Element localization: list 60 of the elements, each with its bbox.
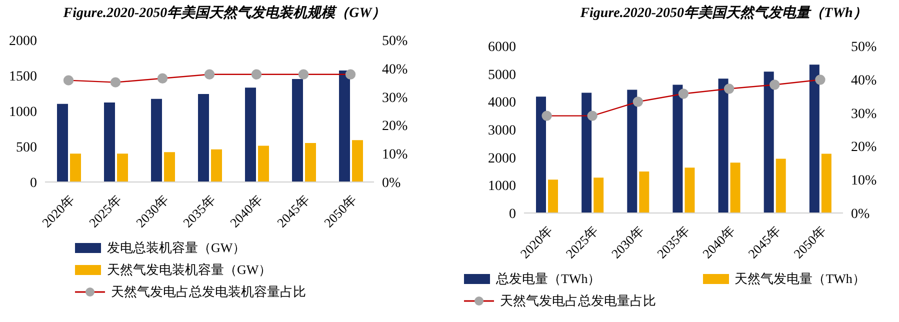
y-tick-label: 0 [509,206,516,222]
chart-title: Figure.2020-2050年美国天然气发电量（TWh） [579,4,868,23]
bar [684,168,695,213]
bar [776,158,786,213]
y2-tick-label: 50% [382,34,408,49]
bar [536,96,546,213]
legend-label: 发电总装机容量（GW） [107,239,246,257]
y2-tick-label: 0% [851,206,870,222]
y2-tick-label: 40% [851,73,877,88]
y2-tick-label: 20% [851,140,877,156]
bar [245,88,256,182]
y2-tick-label: 10% [382,148,408,163]
y-tick-label: 1000 [488,179,516,194]
y2-tick-label: 50% [851,40,877,55]
bar [809,64,820,213]
bar [339,70,350,182]
bar [164,152,175,182]
bar [594,178,604,213]
bar [548,180,558,213]
y-tick-label: 4000 [488,96,516,111]
y2-tick-label: 10% [851,174,877,189]
bar [352,140,363,182]
legend-label: 天然气发电量（TWh） [734,270,866,288]
y-tick-label: 500 [16,140,37,156]
bar [627,90,638,213]
bar [104,102,115,182]
bar [211,149,222,182]
bar [639,172,650,213]
y-tick-label: 5000 [488,68,516,83]
bar [258,146,269,182]
bar [672,84,683,213]
y2-tick-label: 0% [382,176,401,191]
legend-label: 天然气发电占总发电量占比 [500,292,656,310]
chart-title: Figure.2020-2050年美国天然气发电装机规模（GW） [62,4,387,23]
y2-tick-label: 30% [382,90,408,106]
bar [292,79,303,182]
y-tick-label: 2000 [488,151,516,166]
bar [57,104,68,182]
y-tick-label: 6000 [488,40,516,55]
bar [151,98,162,182]
y-tick-label: 0 [30,176,37,191]
bar [305,142,316,182]
bar [117,154,128,182]
bar [198,94,209,182]
y2-tick-label: 20% [382,119,408,134]
y-tick-label: 1500 [9,69,37,84]
bar [718,78,728,213]
y-tick-label: 1000 [9,104,37,120]
y2-tick-label: 40% [382,62,408,78]
y-tick-label: 2000 [9,34,37,49]
y2-tick-label: 30% [851,106,877,122]
bar [70,154,81,182]
legend-label: 天然气发电占总发电装机容量占比 [111,283,306,301]
bar [730,162,740,213]
legend-label: 总发电量（TWh） [496,270,601,288]
y-tick-label: 3000 [488,123,516,138]
bar [821,154,832,213]
bar [582,92,592,213]
bar [764,72,774,213]
legend-label: 天然气发电装机容量（GW） [107,261,272,279]
